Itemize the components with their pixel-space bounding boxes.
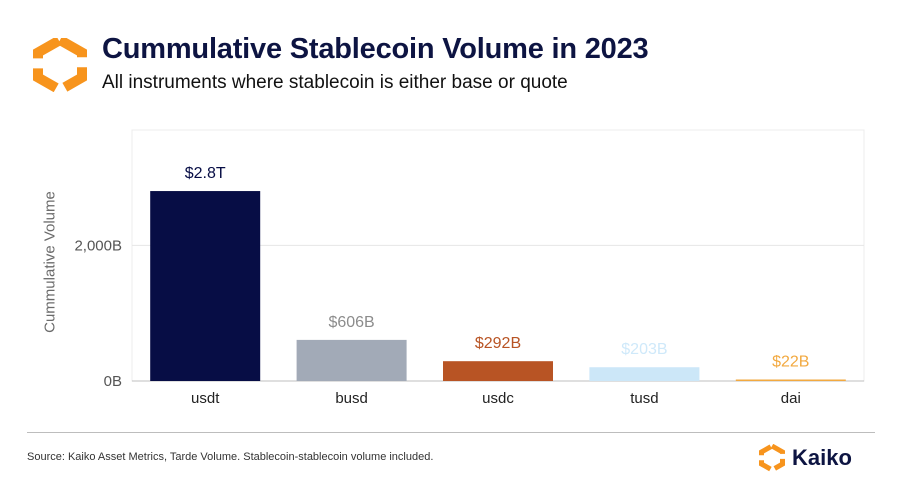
x-tick-label-usdt: usdt <box>191 390 220 407</box>
bar-tusd <box>589 367 700 381</box>
data-label-usdt: $2.8T <box>185 165 226 182</box>
bar-usdc <box>443 361 553 381</box>
x-tick-label-busd: busd <box>335 390 368 407</box>
source-note: Source: Kaiko Asset Metrics, Tarde Volum… <box>27 451 434 463</box>
x-tick-label-tusd: tusd <box>630 390 658 407</box>
brand-name: Kaiko <box>792 445 852 470</box>
data-label-tusd: $203B <box>621 341 667 358</box>
chart-subtitle: All instruments where stablecoin is eith… <box>102 72 568 93</box>
x-tick-label-usdc: usdc <box>482 390 514 407</box>
data-label-dai: $22B <box>772 354 809 371</box>
bar-busd <box>296 339 407 381</box>
y-tick-label: 0B <box>104 373 122 390</box>
bar-usdt <box>150 191 261 381</box>
brand-logo: Kaiko <box>758 443 852 473</box>
bar-chart: $2.8T $606B $292B $203B $22B usdt busd usdc tus… <box>74 129 865 407</box>
footer-divider <box>27 432 875 433</box>
kaiko-logo-icon <box>33 38 87 92</box>
bar-dai <box>735 379 846 382</box>
y-tick-label: 2,000B <box>74 237 122 254</box>
data-label-busd: $606B <box>328 314 374 331</box>
x-tick-label-dai: dai <box>781 390 801 407</box>
chart-title: Cummulative Stablecoin Volume in 2023 <box>102 33 649 65</box>
kaiko-brand-icon <box>759 444 785 472</box>
data-label-usdc: $292B <box>475 335 521 352</box>
